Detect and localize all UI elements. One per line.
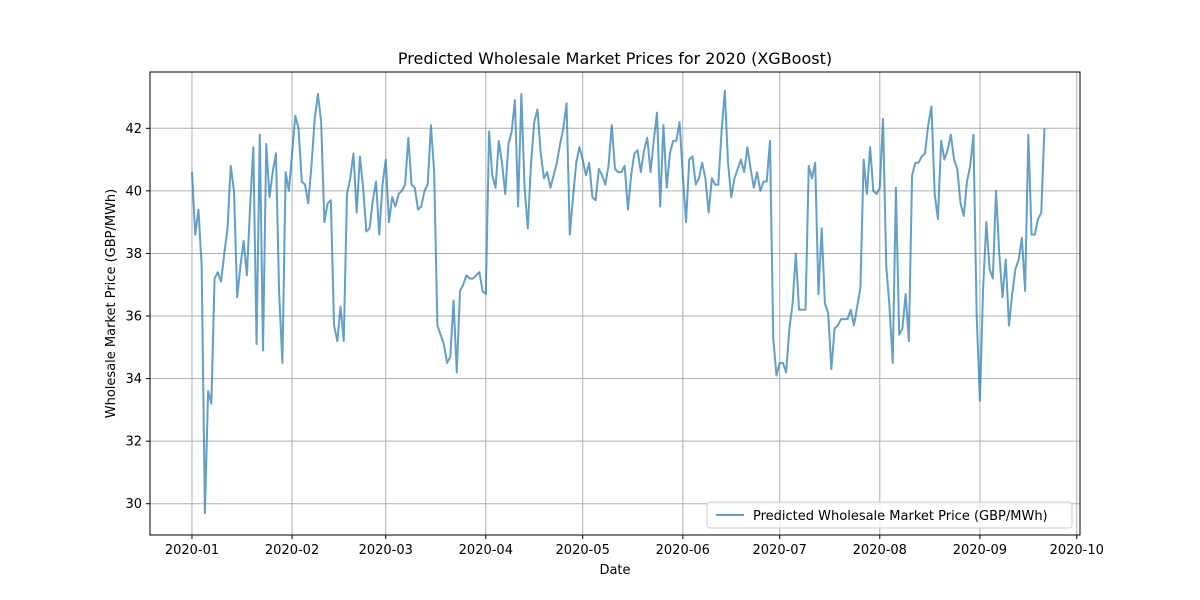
plot-frame (149, 71, 1081, 536)
x-axis: 2020-01 2020-02 2020-03 2020-04 2020-05 2020-… (165, 535, 1104, 558)
x-tick-label: 2020-04 (459, 543, 513, 558)
x-axis-label: Date (599, 563, 630, 578)
y-tick-label: 42 (125, 122, 142, 137)
x-tick-label: 2020-01 (165, 543, 219, 558)
series-layer (190, 89, 1046, 515)
y-tick-label: 36 (125, 310, 142, 325)
x-tick-label: 2020-10 (1050, 543, 1104, 558)
legend-label: Predicted Wholesale Market Price (GBP/MW… (753, 509, 1048, 524)
x-tick-label: 2020-09 (953, 543, 1007, 558)
y-tick-label: 30 (125, 497, 142, 512)
x-tick-label: 2020-08 (853, 543, 907, 558)
y-tick-label: 40 (125, 184, 142, 199)
x-tick-label: 2020-05 (556, 543, 610, 558)
x-tick-label: 2020-07 (753, 543, 807, 558)
x-tick-label: 2020-06 (656, 543, 710, 558)
y-tick-label: 38 (125, 247, 142, 262)
series-line (190, 89, 1046, 515)
legend-box (706, 501, 1073, 529)
chart-title: Predicted Wholesale Market Prices for 20… (398, 49, 832, 68)
legend: Predicted Wholesale Market Price (GBP/MW… (706, 501, 1073, 529)
y-tick-label: 32 (125, 435, 142, 450)
y-tick-label: 34 (125, 372, 142, 387)
y-axis-label: Wholesale Market Price (GBP/MWh) (104, 189, 119, 418)
x-tick-label: 2020-02 (265, 543, 319, 558)
y-axis: 30 32 34 36 38 40 42 (125, 122, 150, 512)
x-tick-label: 2020-03 (359, 543, 413, 558)
